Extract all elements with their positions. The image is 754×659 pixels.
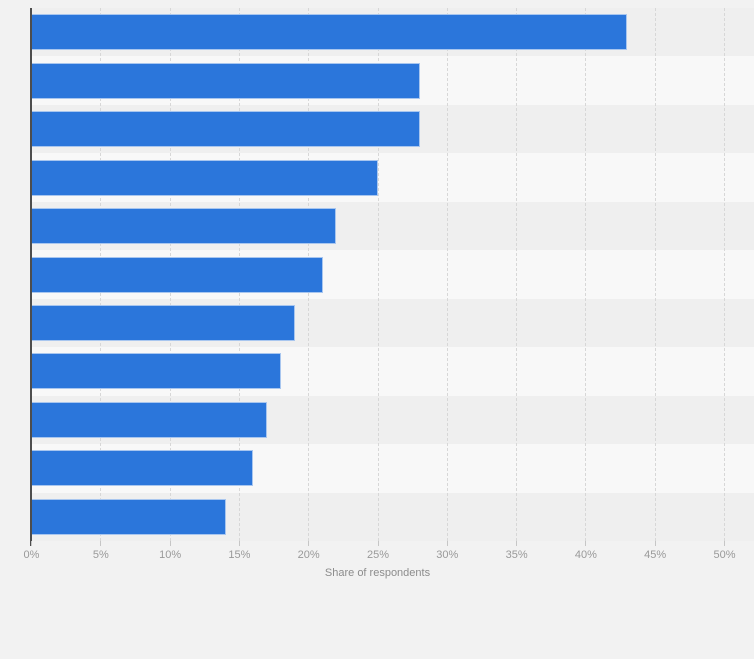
bar (31, 256, 323, 293)
tick-mark (724, 541, 725, 546)
tick-mark (585, 541, 587, 546)
tick-label: 30% (436, 549, 459, 561)
bar (31, 353, 281, 390)
bar (31, 450, 254, 487)
tick-mark (654, 541, 656, 546)
tick-label: 5% (92, 549, 109, 561)
gridline (654, 8, 656, 541)
bar (31, 159, 378, 196)
y-axis-line (30, 8, 32, 546)
tick-label: 20% (297, 549, 320, 561)
tick-mark (100, 541, 102, 546)
bar (31, 498, 226, 535)
bar (31, 208, 337, 245)
tick-mark (516, 541, 518, 546)
gridline (516, 8, 518, 541)
tick-label: 45% (644, 549, 667, 561)
x-axis-title: Share of respondents (324, 567, 431, 579)
gridline (724, 8, 725, 541)
gridline (377, 8, 379, 541)
gridline (446, 8, 448, 541)
tick-mark (31, 541, 32, 546)
bar (31, 62, 420, 99)
tick-label: 40% (574, 549, 597, 561)
tick-mark (377, 541, 379, 546)
tick-mark (169, 541, 171, 546)
tick-label: 15% (228, 549, 251, 561)
tick-mark (446, 541, 448, 546)
bar (31, 401, 268, 438)
bar (31, 111, 420, 148)
tick-mark (238, 541, 240, 546)
tick-label: 10% (159, 549, 182, 561)
tick-label: 0% (23, 549, 40, 561)
tick-label: 25% (366, 549, 390, 561)
tick-label: 50% (713, 549, 736, 561)
bar (31, 304, 295, 341)
tick-label: 35% (505, 549, 528, 561)
tick-mark (308, 541, 310, 546)
gridline (585, 8, 587, 541)
bar (31, 14, 628, 51)
